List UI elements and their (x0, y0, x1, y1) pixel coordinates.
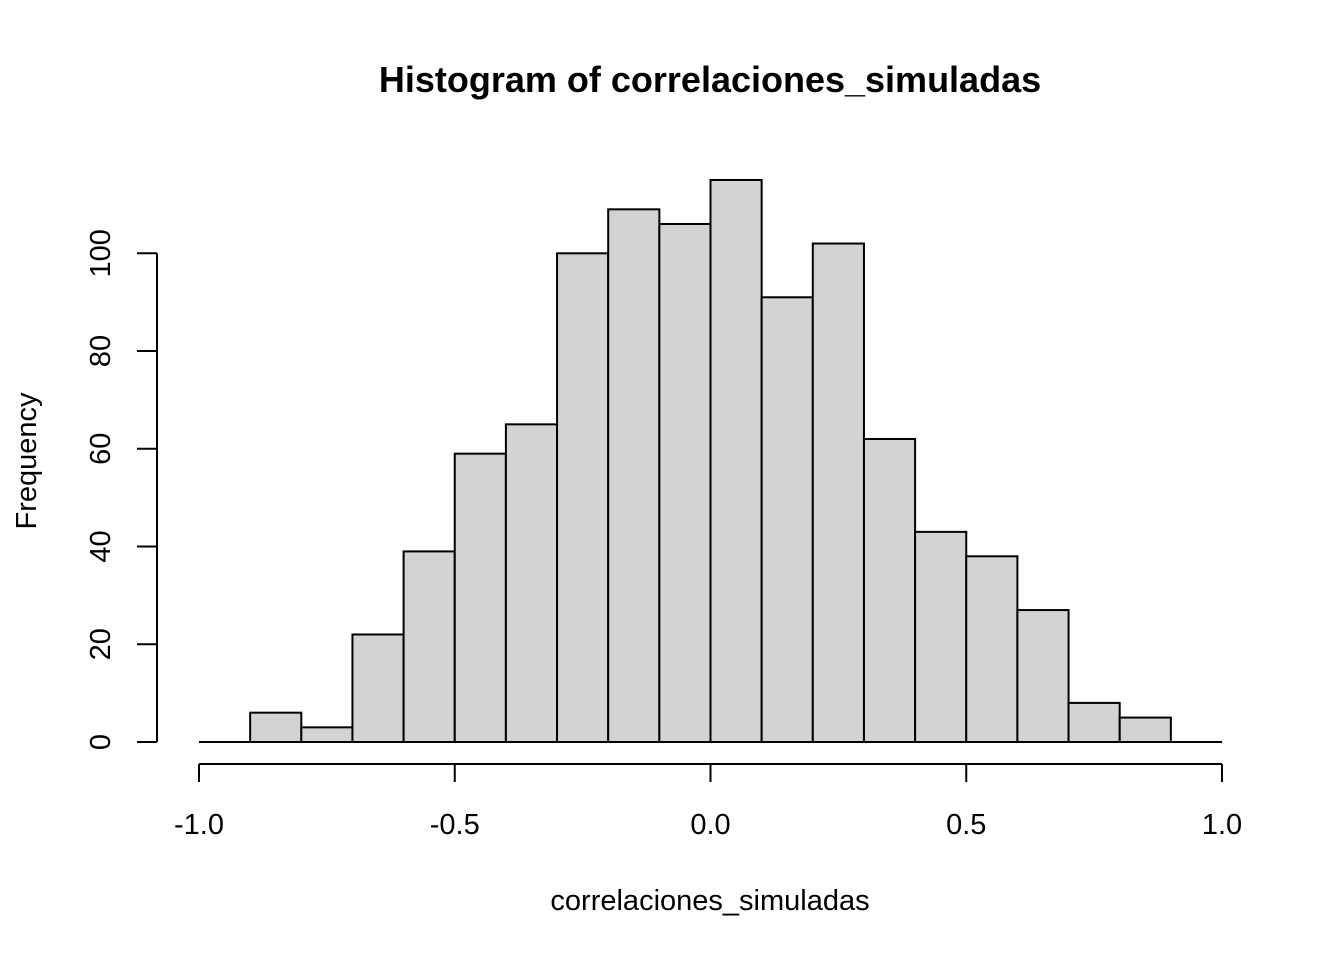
histogram-bar (709, 179, 763, 743)
histogram-bar (1067, 701, 1121, 744)
histogram-bar (607, 208, 661, 744)
x-tick-label: 1.0 (1202, 809, 1242, 841)
x-axis-label: correlaciones_simuladas (550, 885, 869, 917)
histogram-bar (1016, 609, 1070, 744)
histogram-bar (351, 633, 405, 743)
x-tick-label: -0.5 (430, 809, 480, 841)
histogram-bar (453, 452, 507, 743)
histogram-bar (504, 423, 559, 743)
histogram-bar (760, 296, 814, 743)
chart-title: Histogram of correlaciones_simuladas (379, 59, 1041, 100)
histogram-bar (811, 242, 865, 744)
y-tick-label: 100 (85, 229, 117, 277)
histogram-bar (300, 726, 354, 743)
x-tick-label: 0.0 (690, 809, 730, 841)
histogram-bar (862, 438, 917, 743)
y-tick-label: 80 (85, 335, 117, 367)
x-tick-label: 0.5 (946, 809, 986, 841)
histogram-bar (914, 530, 968, 743)
y-axis-label: Frequency (11, 392, 43, 530)
y-axis: 0 20 40 60 80 100 (85, 229, 158, 750)
histogram-bar (249, 711, 303, 744)
x-axis: -1.0 -0.5 0.0 0.5 1.0 (174, 763, 1242, 841)
histogram-bar (1118, 716, 1172, 744)
histogram-bar (658, 222, 712, 743)
bars-group (199, 179, 1222, 744)
y-tick-label: 60 (85, 433, 117, 465)
y-tick-label: 0 (85, 734, 117, 750)
y-tick-label: 20 (85, 628, 117, 660)
histogram-bar (965, 555, 1019, 743)
x-tick-label: -1.0 (174, 809, 224, 841)
y-tick-label: 40 (85, 530, 117, 562)
histogram-bar (556, 252, 610, 743)
histogram-bar (402, 550, 456, 743)
